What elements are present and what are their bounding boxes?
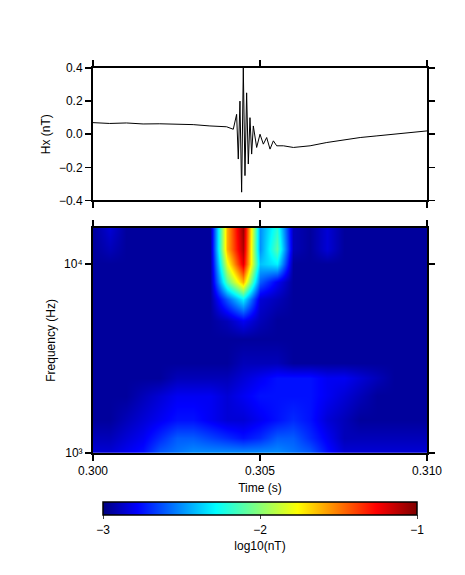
svg-text:0.4: 0.4 [66,61,83,75]
svg-text:−2: −2 [253,523,267,537]
svg-text:−0.4: −0.4 [59,194,83,208]
svg-text:0.300: 0.300 [78,464,108,478]
svg-text:−3: −3 [96,523,110,537]
svg-text:Frequency (Hz): Frequency (Hz) [44,299,58,382]
svg-text:0.305: 0.305 [245,464,275,478]
svg-text:−1: −1 [410,523,424,537]
svg-text:−0.2: −0.2 [59,161,83,175]
svg-text:10⁴: 10⁴ [64,257,83,271]
svg-text:0.2: 0.2 [66,94,83,108]
svg-text:0.0: 0.0 [66,127,83,141]
svg-text:0.310: 0.310 [412,464,442,478]
svg-text:log10(nT): log10(nT) [234,539,285,553]
svg-text:10³: 10³ [65,446,82,460]
svg-text:Hx (nT): Hx (nT) [39,114,53,154]
svg-text:Time (s): Time (s) [238,481,282,495]
